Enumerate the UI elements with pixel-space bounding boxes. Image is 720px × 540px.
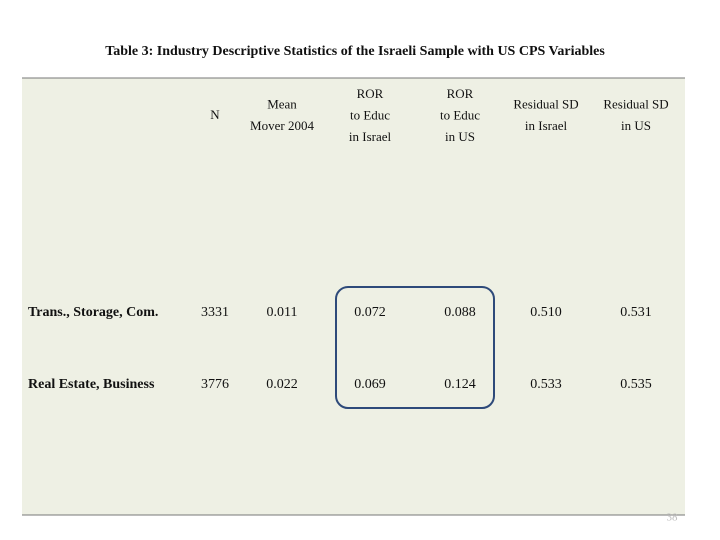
cell: 0.072: [354, 305, 386, 320]
page-number: 38: [667, 512, 679, 524]
column-header: in Israel: [525, 118, 568, 133]
column-header: Mean: [267, 96, 297, 111]
cell: 0.535: [620, 377, 652, 392]
column-header: ROR: [357, 86, 384, 101]
cell: 3331: [201, 305, 229, 320]
cell: 0.124: [444, 377, 476, 392]
column-header: in US: [621, 118, 651, 133]
column-header: in US: [445, 129, 475, 144]
row-label: Trans., Storage, Com.: [28, 305, 158, 320]
cell: 0.533: [530, 377, 562, 392]
column-header: in Israel: [349, 129, 392, 144]
column-header: Mover 2004: [250, 118, 314, 133]
cell: 0.022: [266, 377, 298, 392]
cell: 0.069: [354, 377, 386, 392]
cell: 0.088: [444, 305, 476, 320]
column-header: ROR: [447, 86, 474, 101]
cell: 0.011: [267, 305, 298, 320]
table-background: [22, 78, 685, 515]
cell: 3776: [201, 377, 229, 392]
column-header: Residual SD: [603, 96, 668, 111]
column-header: to Educ: [350, 107, 390, 122]
cell: 0.510: [530, 305, 562, 320]
column-header: Residual SD: [513, 96, 578, 111]
highlight-box: [335, 286, 495, 409]
title: Table 3: Industry Descriptive Statistics…: [105, 44, 605, 59]
column-header: to Educ: [440, 107, 480, 122]
cell: 0.531: [620, 305, 652, 320]
column-header: N: [210, 107, 220, 122]
row-label: Real Estate, Business: [28, 377, 155, 392]
